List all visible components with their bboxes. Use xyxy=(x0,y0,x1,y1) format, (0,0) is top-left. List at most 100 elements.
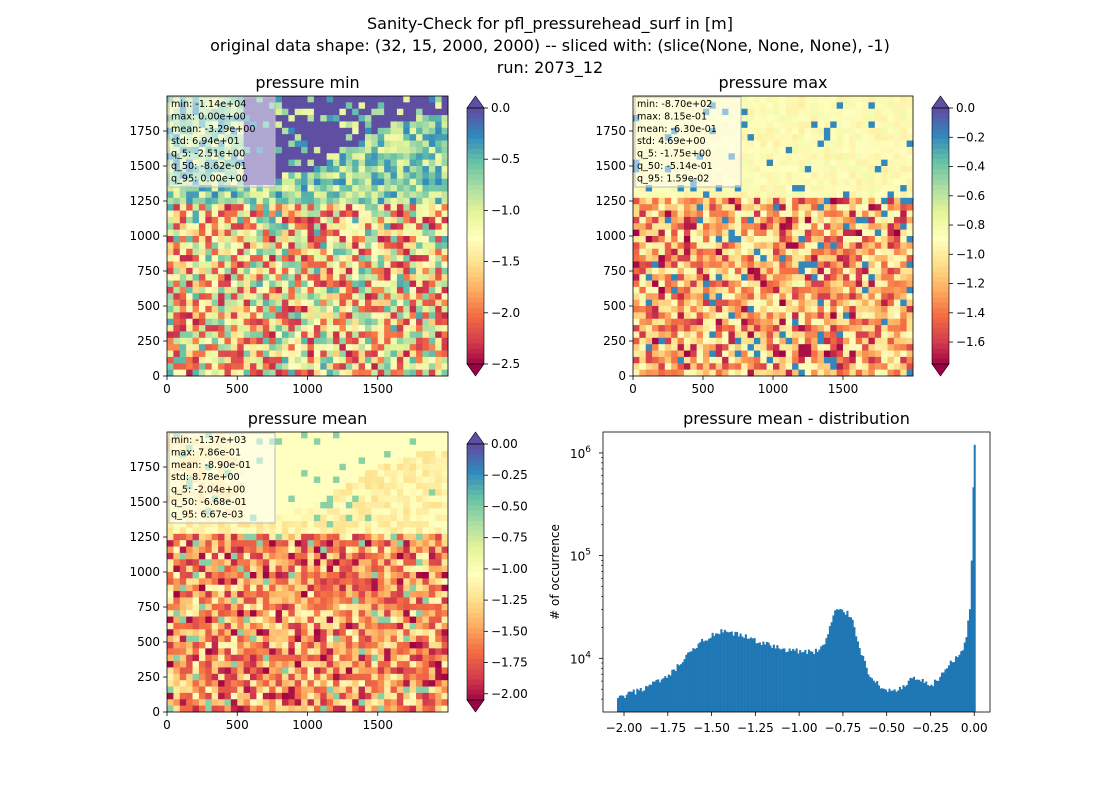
histogram-bar xyxy=(772,644,775,712)
histogram-bar xyxy=(900,689,903,712)
colorbar-frame xyxy=(466,443,485,701)
panel-title: pressure mean xyxy=(248,409,368,428)
histogram-bar xyxy=(701,638,704,712)
histogram-bar xyxy=(667,674,670,712)
stats-line: std: 8.78e+00 xyxy=(171,472,240,483)
histogram-bar xyxy=(884,689,887,712)
histogram-bar xyxy=(760,645,763,712)
histogram-bar xyxy=(933,679,937,712)
histogram-bar xyxy=(856,641,859,712)
histogram-bar xyxy=(767,642,770,712)
y-tick-label: 1500 xyxy=(595,159,626,173)
histogram-bar xyxy=(786,651,789,712)
histogram-bar xyxy=(874,682,877,712)
colorbar-tick-label: −0.6 xyxy=(956,189,985,203)
histogram-bar xyxy=(639,688,642,712)
histogram-bar xyxy=(694,648,697,712)
histogram-bar xyxy=(641,691,644,712)
y-tick-label: 0 xyxy=(152,705,160,719)
histogram-bar xyxy=(806,653,809,712)
stats-line: mean: -3.29e+00 xyxy=(171,124,255,135)
histogram-bar xyxy=(720,629,723,712)
histogram-bar xyxy=(963,642,966,712)
histogram-bar xyxy=(790,650,793,712)
y-tick-label: 0 xyxy=(618,369,626,383)
histogram-bar xyxy=(870,678,873,712)
histogram-x-tick-label: 0.00 xyxy=(961,721,988,735)
histogram-bar xyxy=(743,637,746,712)
colorbar-extend-top xyxy=(466,431,485,445)
histogram-bar xyxy=(944,669,947,712)
stats-line: q_95: 1.59e-02 xyxy=(637,173,709,184)
histogram-bar xyxy=(769,645,772,712)
x-tick-label: 500 xyxy=(226,718,249,732)
colorbar-tick-label: −0.8 xyxy=(956,218,985,232)
histogram-bar xyxy=(718,634,721,712)
x-tick-label: 1500 xyxy=(362,718,393,732)
map-panel-1: pressure min 0 500 1000 1500 0 250 500 750 1000 12… xyxy=(129,73,520,396)
histogram-bar xyxy=(862,655,865,712)
histogram-bar xyxy=(758,642,761,712)
histogram-bar xyxy=(849,617,852,712)
histogram-bar xyxy=(802,651,805,712)
histogram-bar xyxy=(846,610,849,712)
histogram-y-tick-label: 106 xyxy=(570,445,591,461)
colorbar-tick-label: −0.5 xyxy=(491,152,520,166)
x-tick-label: 0 xyxy=(163,718,171,732)
histogram-bar xyxy=(765,641,768,712)
colorbar-extend-bottom xyxy=(466,363,485,377)
histogram-bar xyxy=(898,686,901,712)
histogram-bar xyxy=(655,679,658,712)
histogram-bar xyxy=(844,614,847,712)
histogram-bar xyxy=(669,675,672,712)
y-tick-label: 0 xyxy=(152,369,160,383)
histogram-bar xyxy=(674,671,677,712)
histogram-y-tick-label: 104 xyxy=(570,650,591,666)
histogram-bar xyxy=(620,695,623,712)
histogram-bar xyxy=(797,653,800,712)
histogram-bar xyxy=(774,648,777,712)
histogram-bar xyxy=(909,677,912,712)
colorbar-tick-label: −2.0 xyxy=(491,306,520,320)
histogram-bar xyxy=(960,651,963,712)
stats-line: q_50: -5.14e-01 xyxy=(637,161,713,172)
histogram-bar xyxy=(919,681,922,712)
histogram-bar xyxy=(888,688,891,712)
histogram-bar xyxy=(916,679,919,712)
y-tick-label: 500 xyxy=(603,299,626,313)
histogram-bar xyxy=(858,648,861,712)
x-tick-label: 500 xyxy=(226,382,249,396)
colorbar-tick-label: −0.75 xyxy=(491,531,528,545)
histogram-bar xyxy=(935,680,938,712)
histogram-bar xyxy=(947,665,951,712)
histogram-bar xyxy=(664,676,667,712)
histogram-bar xyxy=(914,679,917,712)
colorbar-tick-label: 0.0 xyxy=(956,101,975,115)
histogram-bar xyxy=(716,633,719,712)
histogram-bar xyxy=(926,685,930,712)
histogram-bar xyxy=(968,609,972,712)
histogram-bar xyxy=(764,644,767,712)
histogram-bar xyxy=(877,685,880,712)
histogram-bar-spike xyxy=(973,444,976,712)
histogram-bar xyxy=(659,682,662,712)
histogram-bar xyxy=(776,645,779,712)
histogram-bar xyxy=(939,676,942,712)
histogram-bar xyxy=(793,650,796,712)
y-tick-label: 1750 xyxy=(129,460,160,474)
histogram-bar xyxy=(865,667,868,712)
histogram-bar xyxy=(928,685,931,712)
histogram-x-tick-label: −1.75 xyxy=(649,721,686,735)
colorbar-tick-label: −1.75 xyxy=(491,656,528,670)
y-tick-label: 1500 xyxy=(129,495,160,509)
histogram-bar xyxy=(970,560,973,712)
stats-line: max: 0.00e+00 xyxy=(171,111,246,122)
histogram-bar xyxy=(932,686,935,712)
histogram-bar xyxy=(848,616,851,712)
y-tick-label: 1000 xyxy=(129,565,160,579)
histogram-bar xyxy=(818,649,821,712)
histogram-frame xyxy=(602,431,991,713)
histogram-bar xyxy=(949,660,952,712)
histogram-bar xyxy=(652,681,655,712)
